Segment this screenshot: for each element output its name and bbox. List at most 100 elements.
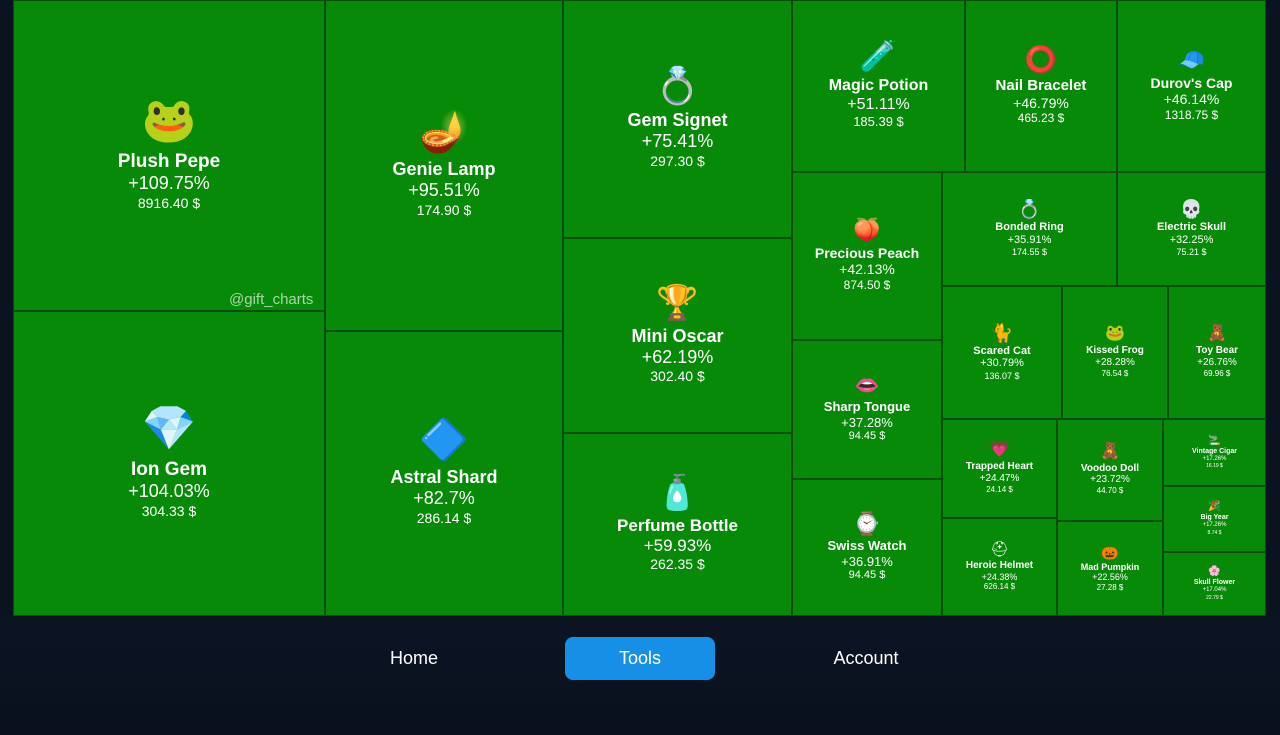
gift-price: 94.45 $ xyxy=(848,569,886,582)
nav-tools-button[interactable]: Tools xyxy=(565,637,715,680)
gift-change: +36.91% xyxy=(841,553,893,569)
gift-change: +42.13% xyxy=(839,261,895,278)
nav-account-button[interactable]: Account xyxy=(833,648,899,668)
gift-tile-voodoo-doll[interactable]: 🧸 Voodoo Doll +23.72% 44.70 $ xyxy=(1057,419,1163,521)
gift-price: 24.14 $ xyxy=(986,484,1013,494)
gift-tile-nail-bracelet[interactable]: ⭕ Nail Bracelet +46.79% 465.23 $ xyxy=(965,0,1117,172)
gift-name: Heroic Helmet xyxy=(965,560,1034,572)
gift-name: Nail Bracelet xyxy=(995,77,1087,95)
gift-change: +17.26% xyxy=(1202,455,1227,462)
gift-change: +22.56% xyxy=(1092,571,1128,582)
gift-change: +24.38% xyxy=(981,571,1018,582)
gift-change: +35.91% xyxy=(1007,233,1052,246)
gift-tile-kissed-frog[interactable]: 🐸 Kissed Frog +28.28% 76.54 $ xyxy=(1062,286,1168,419)
gift-name: Ion Gem xyxy=(130,459,207,481)
voodoo-doll-icon: 🧸 xyxy=(1100,442,1120,460)
plush-pepe-icon: 🐸 xyxy=(141,96,197,146)
gift-tile-trapped-heart[interactable]: 💗 Trapped Heart +24.47% 24.14 $ xyxy=(942,419,1057,518)
gift-name: Vintage Cigar xyxy=(1192,447,1237,455)
gift-change: +109.75% xyxy=(128,173,210,194)
gift-name: Trapped Heart xyxy=(965,461,1034,473)
gift-tile-vintage-cigar[interactable]: 🚬 Vintage Cigar +17.26% 16.19 $ xyxy=(1163,419,1266,486)
gift-price: 75.21 $ xyxy=(1176,247,1207,258)
gift-change: +23.72% xyxy=(1090,474,1130,486)
gift-price: 8916.40 $ xyxy=(137,194,201,211)
gift-name: Voodoo Doll xyxy=(1080,462,1140,474)
gift-change: +26.76% xyxy=(1197,356,1237,368)
gift-change: +59.93% xyxy=(643,535,712,555)
gift-price: 22.79 $ xyxy=(1206,594,1223,601)
gift-tile-toy-bear[interactable]: 🧸 Toy Bear +26.76% 69.96 $ xyxy=(1168,286,1266,419)
gift-change: +75.41% xyxy=(641,131,714,152)
gift-change: +95.51% xyxy=(408,180,480,201)
gift-name: Gem Signet xyxy=(627,110,728,131)
magic-potion-icon: 🧪 xyxy=(859,39,898,73)
gift-price: 27.28 $ xyxy=(1096,582,1124,592)
gift-change: +46.14% xyxy=(1163,91,1220,108)
gift-tile-sharp-tongue[interactable]: 👄 Sharp Tongue +37.28% 94.45 $ xyxy=(792,340,942,479)
gift-price: 185.39 $ xyxy=(853,114,904,130)
gift-tile-mad-pumpkin[interactable]: 🎃 Mad Pumpkin +22.56% 27.28 $ xyxy=(1057,521,1163,616)
gift-name: Genie Lamp xyxy=(392,159,496,180)
gift-change: +37.28% xyxy=(841,414,893,430)
gift-price: 1318.75 $ xyxy=(1164,108,1219,123)
gift-change: +28.28% xyxy=(1095,356,1135,368)
gift-tile-heroic-helmet[interactable]: ⛑ Heroic Helmet +24.38% 626.14 $ xyxy=(942,518,1057,616)
gift-tile-mini-oscar[interactable]: 🏆 Mini Oscar +62.19% 302.40 $ xyxy=(563,238,792,433)
gift-price: 69.96 $ xyxy=(1203,368,1231,378)
gift-change: +32.25% xyxy=(1169,233,1214,246)
skull-flower-icon: 🌸 xyxy=(1208,566,1221,578)
nav-home-button[interactable]: Home xyxy=(389,648,438,668)
gift-price: 286.14 $ xyxy=(416,509,472,526)
gift-tile-perfume-bottle[interactable]: 🧴 Perfume Bottle +59.93% 262.35 $ xyxy=(563,433,792,616)
gift-change: +62.19% xyxy=(641,346,714,367)
gift-tile-precious-peach[interactable]: 🍑 Precious Peach +42.13% 874.50 $ xyxy=(792,172,942,340)
heroic-helmet-icon: ⛑ xyxy=(989,541,1010,559)
gift-price: 136.07 $ xyxy=(984,370,1020,381)
sharp-tongue-icon: 👄 xyxy=(854,374,880,397)
gift-change: +17.26% xyxy=(1202,522,1227,529)
gift-tile-skull-flower[interactable]: 🌸 Skull Flower +17.04% 22.79 $ xyxy=(1163,552,1266,616)
scared-cat-icon: 🐈 xyxy=(990,322,1014,343)
gift-change: +17.04% xyxy=(1202,587,1227,594)
mini-oscar-icon: 🏆 xyxy=(656,283,699,322)
gift-price: 304.33 $ xyxy=(141,502,197,519)
electric-skull-icon: 💀 xyxy=(1180,199,1203,220)
gift-price: 8.74 $ xyxy=(1207,529,1222,536)
gift-name: Magic Potion xyxy=(828,76,929,94)
gift-change: +104.03% xyxy=(128,481,210,502)
precious-peach-icon: 🍑 xyxy=(853,217,881,243)
gift-tile-scared-cat[interactable]: 🐈 Scared Cat +30.79% 136.07 $ xyxy=(942,286,1062,419)
gift-tile-genie-lamp[interactable]: 🪔 Genie Lamp +95.51% 174.90 $ xyxy=(325,0,563,331)
gift-change: +51.11% xyxy=(847,96,910,114)
gift-price: 16.19 $ xyxy=(1206,463,1223,470)
toy-bear-icon: 🧸 xyxy=(1207,325,1227,343)
vintage-cigar-icon: 🚬 xyxy=(1208,434,1221,446)
gift-tile-bonded-ring[interactable]: 💍 Bonded Ring +35.91% 174.55 $ xyxy=(942,172,1117,286)
gift-change: +30.79% xyxy=(980,357,1024,370)
gift-price: 626.14 $ xyxy=(983,582,1016,592)
gift-tile-electric-skull[interactable]: 💀 Electric Skull +32.25% 75.21 $ xyxy=(1117,172,1266,286)
gift-price: 297.30 $ xyxy=(650,152,705,169)
gift-price: 302.40 $ xyxy=(650,368,705,385)
gift-tile-big-year[interactable]: 🎉 Big Year +17.26% 8.74 $ xyxy=(1163,486,1266,552)
gift-name: Electric Skull xyxy=(1156,221,1227,234)
bottom-nav: Home Tools Account xyxy=(0,616,1280,735)
gift-tile-magic-potion[interactable]: 🧪 Magic Potion +51.11% 185.39 $ xyxy=(792,0,965,172)
gift-name: Bonded Ring xyxy=(995,221,1064,234)
gift-name: Mini Oscar xyxy=(631,325,724,346)
gift-name: Precious Peach xyxy=(814,245,920,262)
perfume-bottle-icon: 🧴 xyxy=(656,474,699,513)
gift-tile-plush-pepe[interactable]: 🐸 Plush Pepe +109.75% 8916.40 $ xyxy=(13,0,325,311)
big-year-icon: 🎉 xyxy=(1208,501,1221,513)
gift-tile-gem-signet[interactable]: 💍 Gem Signet +75.41% 297.30 $ xyxy=(563,0,792,238)
gift-price: 874.50 $ xyxy=(843,278,891,293)
gift-tile-ion-gem[interactable]: 💎 Ion Gem +104.03% 304.33 $ xyxy=(13,311,325,616)
gift-name: Perfume Bottle xyxy=(617,516,738,536)
gift-tile-astral-shard[interactable]: 🔷 Astral Shard +82.7% 286.14 $ xyxy=(325,331,563,616)
gift-name: Swiss Watch xyxy=(827,537,907,553)
gift-tile-durov-s-cap[interactable]: 🧢 Durov's Cap +46.14% 1318.75 $ xyxy=(1117,0,1266,172)
gift-price: 465.23 $ xyxy=(1017,111,1065,126)
swiss-watch-icon: ⌚ xyxy=(853,510,881,536)
gift-tile-swiss-watch[interactable]: ⌚ Swiss Watch +36.91% 94.45 $ xyxy=(792,479,942,616)
